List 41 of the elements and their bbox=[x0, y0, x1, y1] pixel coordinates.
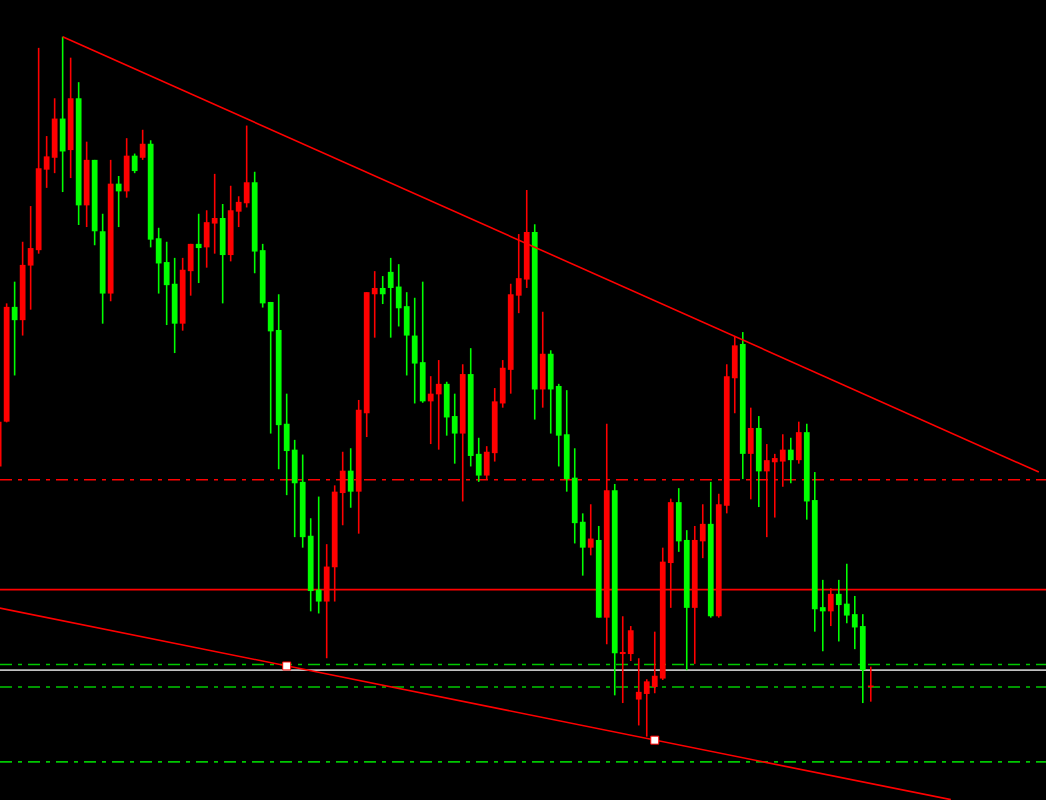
candlestick bbox=[427, 375, 434, 445]
candlestick bbox=[139, 128, 146, 161]
candlestick bbox=[419, 280, 426, 404]
candlestick bbox=[395, 263, 402, 328]
candlestick bbox=[59, 35, 66, 193]
candlestick bbox=[163, 240, 170, 326]
candlestick bbox=[219, 203, 226, 305]
candlestick bbox=[443, 380, 450, 437]
candlestick bbox=[51, 97, 58, 174]
candlestick bbox=[795, 420, 802, 465]
candlestick bbox=[131, 152, 138, 174]
candlestick bbox=[171, 257, 178, 354]
candlestick bbox=[115, 175, 122, 228]
candlestick bbox=[11, 280, 18, 377]
candlestick bbox=[203, 209, 210, 269]
candlestick bbox=[755, 415, 762, 508]
candlestick bbox=[227, 184, 234, 263]
candlestick bbox=[435, 359, 442, 451]
candlestick bbox=[635, 657, 642, 727]
candlestick bbox=[379, 275, 386, 305]
candlestick bbox=[547, 349, 554, 435]
candlestick bbox=[619, 615, 626, 704]
candlestick bbox=[387, 257, 394, 339]
candlestick bbox=[835, 579, 842, 643]
candlestick bbox=[587, 503, 594, 557]
candlestick bbox=[195, 212, 202, 284]
candlestick bbox=[347, 447, 354, 509]
candlestick bbox=[523, 189, 530, 289]
candlestick bbox=[123, 137, 130, 199]
candlestick bbox=[539, 310, 546, 409]
candlestick bbox=[787, 436, 794, 485]
candlestick bbox=[627, 625, 634, 662]
candlestick bbox=[859, 613, 866, 704]
candlestick bbox=[411, 296, 418, 405]
candlestick bbox=[211, 173, 218, 255]
candlestick bbox=[843, 562, 850, 625]
candlestick bbox=[451, 392, 458, 465]
candlestick bbox=[83, 140, 90, 228]
candlestick bbox=[243, 124, 250, 209]
candlestick bbox=[403, 291, 410, 377]
candlestick bbox=[315, 495, 322, 615]
